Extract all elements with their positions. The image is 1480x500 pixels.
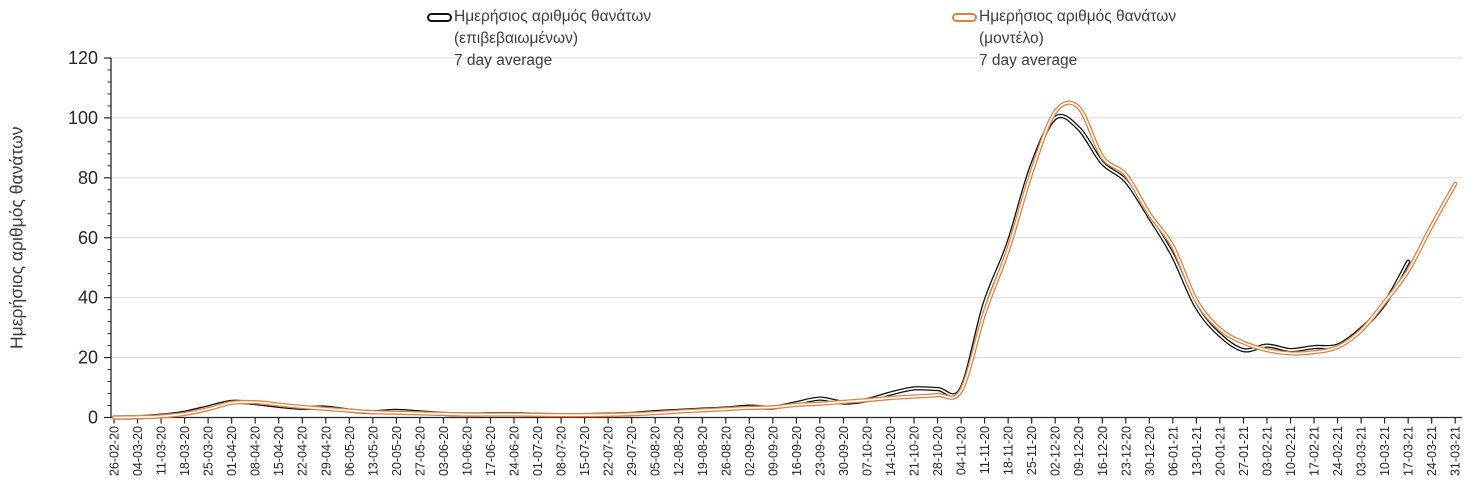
svg-text:01-07-20: 01-07-20	[531, 426, 545, 476]
svg-text:07-10-20: 07-10-20	[860, 426, 874, 476]
svg-text:20-05-20: 20-05-20	[390, 426, 404, 476]
svg-text:22-07-20: 22-07-20	[602, 426, 616, 476]
svg-text:03-06-20: 03-06-20	[437, 426, 451, 476]
svg-text:17-03-21: 17-03-21	[1402, 426, 1416, 476]
svg-text:04-03-20: 04-03-20	[131, 426, 145, 476]
svg-text:02-09-20: 02-09-20	[743, 426, 757, 476]
svg-text:20: 20	[78, 348, 98, 368]
model-line-marker-icon	[952, 13, 977, 22]
svg-text:24-06-20: 24-06-20	[508, 426, 522, 476]
svg-text:26-02-20: 26-02-20	[108, 426, 122, 476]
legend-model-line1: Ημερήσιος αριθμός θανάτων	[979, 8, 1177, 25]
confirmed-deaths-line	[111, 113, 1411, 420]
svg-text:21-10-20: 21-10-20	[908, 426, 922, 476]
svg-text:16-12-20: 16-12-20	[1096, 426, 1110, 476]
svg-text:30-12-20: 30-12-20	[1143, 426, 1157, 476]
y-axis-title: Ημερήσιος αριθμός θανάτων	[6, 126, 27, 350]
svg-text:19-08-20: 19-08-20	[696, 426, 710, 476]
legend-confirmed-line3: 7 day average	[454, 52, 553, 69]
svg-text:31-03-21: 31-03-21	[1449, 426, 1463, 476]
svg-text:23-12-20: 23-12-20	[1119, 426, 1133, 476]
svg-text:11-11-20: 11-11-20	[978, 426, 992, 474]
svg-text:100: 100	[68, 108, 98, 128]
svg-text:10-06-20: 10-06-20	[460, 426, 474, 476]
legend-confirmed-line2: (επιβεβαιωμένων)	[454, 30, 579, 47]
svg-text:40: 40	[78, 288, 98, 308]
svg-text:23-09-20: 23-09-20	[813, 426, 827, 476]
svg-text:10-03-21: 10-03-21	[1378, 426, 1392, 476]
svg-text:17-06-20: 17-06-20	[484, 426, 498, 476]
svg-text:17-02-21: 17-02-21	[1308, 426, 1322, 476]
svg-text:15-07-20: 15-07-20	[578, 426, 592, 476]
svg-text:08-07-20: 08-07-20	[555, 426, 569, 476]
svg-text:03-02-21: 03-02-21	[1260, 426, 1274, 476]
svg-text:09-09-20: 09-09-20	[766, 426, 780, 476]
svg-text:30-09-20: 30-09-20	[837, 426, 851, 476]
svg-text:27-01-21: 27-01-21	[1237, 426, 1251, 476]
svg-text:20-01-21: 20-01-21	[1213, 426, 1227, 476]
svg-text:13-01-21: 13-01-21	[1190, 426, 1204, 476]
svg-text:22-04-20: 22-04-20	[296, 426, 310, 476]
svg-text:14-10-20: 14-10-20	[884, 426, 898, 476]
svg-text:26-08-20: 26-08-20	[719, 426, 733, 476]
svg-text:60: 60	[78, 228, 98, 248]
svg-text:16-09-20: 16-09-20	[790, 426, 804, 476]
svg-text:12-08-20: 12-08-20	[672, 426, 686, 476]
svg-text:11-03-20: 11-03-20	[155, 426, 169, 475]
svg-text:29-07-20: 29-07-20	[625, 426, 639, 476]
svg-text:0: 0	[88, 408, 98, 428]
svg-text:28-10-20: 28-10-20	[931, 426, 945, 476]
svg-text:03-03-21: 03-03-21	[1355, 426, 1369, 476]
svg-text:18-03-20: 18-03-20	[178, 426, 192, 476]
svg-text:18-11-20: 18-11-20	[1002, 426, 1016, 475]
svg-text:24-03-21: 24-03-21	[1425, 426, 1439, 476]
confirmed-line-marker-icon	[427, 13, 452, 22]
legend-confirmed-line1: Ημερήσιος αριθμός θανάτων	[454, 8, 652, 25]
svg-text:25-03-20: 25-03-20	[202, 426, 216, 476]
svg-text:13-05-20: 13-05-20	[366, 426, 380, 476]
svg-text:80: 80	[78, 168, 98, 188]
svg-text:08-04-20: 08-04-20	[249, 426, 263, 476]
svg-text:27-05-20: 27-05-20	[413, 426, 427, 476]
svg-text:15-04-20: 15-04-20	[272, 426, 286, 476]
model-deaths-line	[111, 100, 1458, 420]
svg-text:02-12-20: 02-12-20	[1049, 426, 1063, 476]
legend-model-line2: (μοντέλο)	[979, 30, 1044, 47]
legend-model-line3: 7 day average	[979, 52, 1078, 69]
confirmed-deaths-line-core	[113, 115, 1410, 419]
model-deaths-line-core	[113, 101, 1457, 419]
svg-text:05-08-20: 05-08-20	[649, 426, 663, 476]
svg-text:06-01-21: 06-01-21	[1166, 426, 1180, 476]
svg-text:09-12-20: 09-12-20	[1072, 426, 1086, 476]
legend-entry-model: Ημερήσιος αριθμός θανάτων (μοντέλο) 7 da…	[952, 6, 1176, 72]
svg-text:24-02-21: 24-02-21	[1331, 426, 1345, 476]
svg-text:10-02-21: 10-02-21	[1284, 426, 1298, 476]
svg-text:04-11-20: 04-11-20	[955, 426, 969, 475]
svg-text:29-04-20: 29-04-20	[319, 426, 333, 476]
svg-text:01-04-20: 01-04-20	[225, 426, 239, 476]
svg-text:120: 120	[68, 48, 98, 68]
svg-text:06-05-20: 06-05-20	[343, 426, 357, 476]
legend-entry-confirmed: Ημερήσιος αριθμός θανάτων (επιβεβαιωμένω…	[427, 6, 651, 72]
svg-text:25-11-20: 25-11-20	[1025, 426, 1039, 475]
